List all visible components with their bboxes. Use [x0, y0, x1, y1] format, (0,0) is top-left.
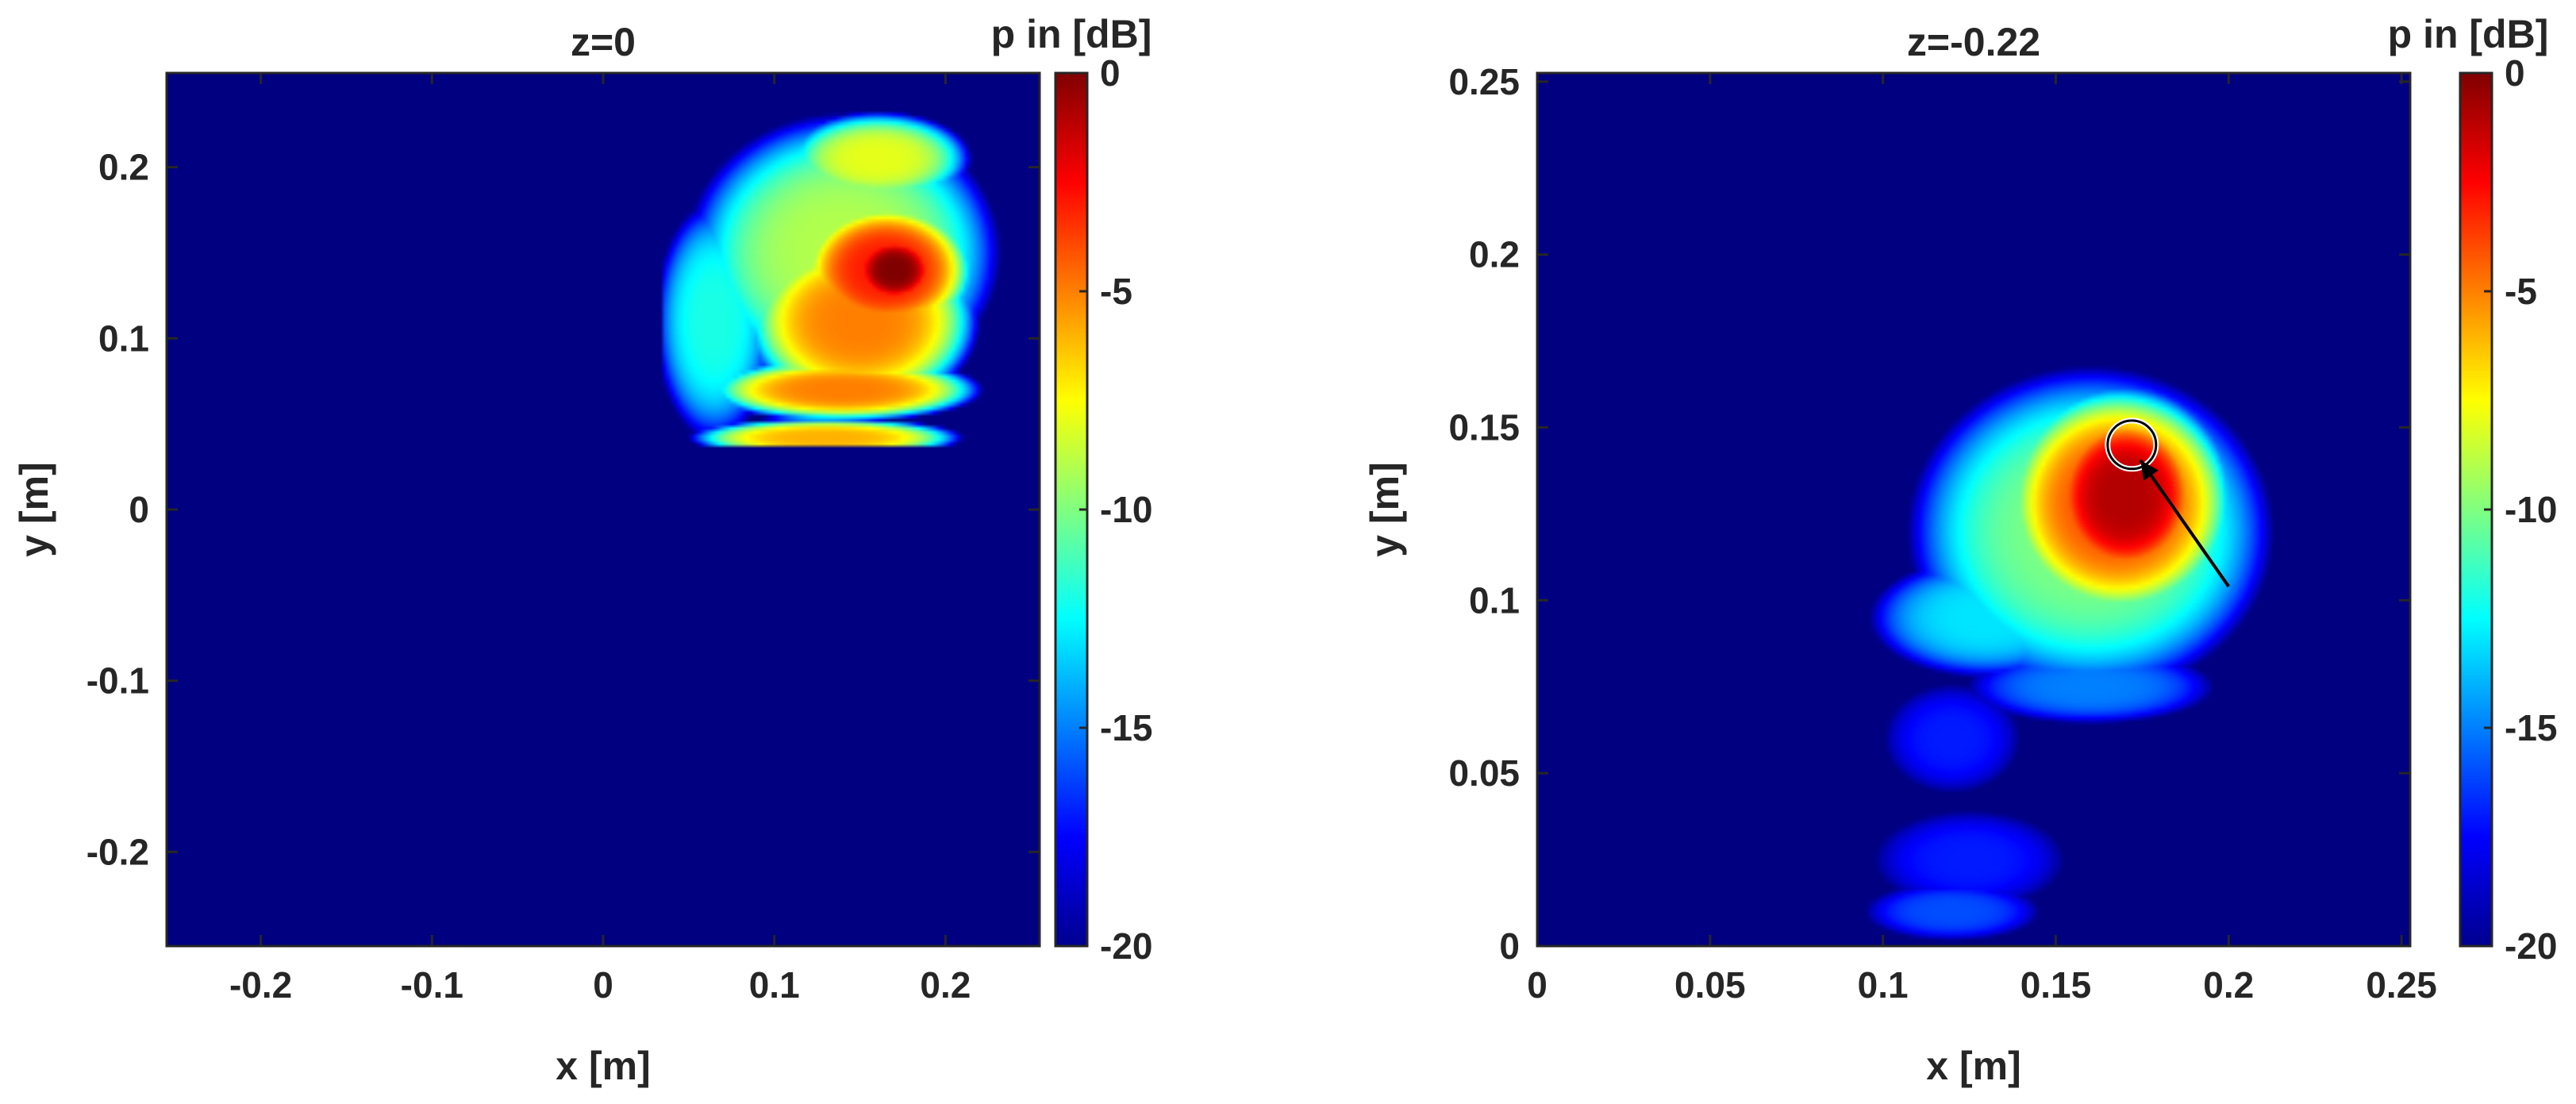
x-tick-label: 0.15 [2020, 964, 2092, 1006]
colorbar-tick-label: -5 [2505, 271, 2537, 312]
y-tick-label: -0.1 [87, 660, 149, 702]
colorbar-ticks: 0 -5 -10 -15 -20 [2484, 52, 2557, 967]
x-tick-label: 0 [593, 964, 613, 1006]
y-axis-ticks: 0 0.05 0.1 0.15 0.2 0.25 [1448, 61, 2410, 967]
y-axis-label: y [m] [1363, 462, 1407, 556]
x-axis-ticks: 0 0.05 0.1 0.15 0.2 0.25 [1527, 73, 2437, 1006]
arrow-shaft [2139, 459, 2230, 588]
chart-right: z=-0.22 0 0.05 0.1 0.15 0.2 0.25 0 0.05 0.1 0.15… [1363, 12, 2557, 1088]
colorbar-tick-label: -10 [2505, 489, 2557, 530]
colorbar: p in [dB] 0 -5 -10 -15 -20 [991, 12, 1153, 967]
arrow-head [2140, 460, 2159, 481]
x-tick-label: 0.2 [2203, 964, 2254, 1006]
colorbar-label: p in [dB] [2388, 12, 2549, 56]
y-tick-label: 0 [129, 489, 149, 530]
x-tick-label: 0.25 [2366, 964, 2437, 1006]
colorbar-tick-label: 0 [2505, 52, 2525, 94]
y-tick-label: 0.1 [1469, 579, 1520, 621]
colorbar-tick-label: -5 [1100, 271, 1132, 312]
y-tick-label: 0.05 [1448, 752, 1520, 794]
y-tick-label: -0.2 [87, 831, 149, 872]
colorbar: p in [dB] 0 -5 -10 -15 -20 [2388, 12, 2558, 967]
chart-title: z=0 [571, 20, 636, 64]
y-tick-label: 0.25 [1448, 61, 1520, 102]
colorbar-tick-label: -20 [1100, 925, 1152, 967]
chart-left: z=0 -0.2 -0.1 0 0.1 0.2 -0.2 -0.1 0 0.1 0.2 x [m… [12, 12, 1152, 1088]
x-tick-label: -0.2 [229, 964, 292, 1006]
x-axis-label: x [m] [556, 1044, 650, 1088]
x-tick-label: 0.1 [749, 964, 800, 1006]
y-tick-label: 0.15 [1448, 407, 1520, 448]
annotations [2105, 417, 2230, 588]
colorbar-tick-label: -15 [2505, 707, 2557, 748]
colorbar-tick-label: -20 [2505, 925, 2557, 967]
y-tick-label: 0.1 [98, 317, 149, 359]
x-tick-label: 0 [1527, 964, 1548, 1006]
plot-area-frame [1536, 71, 2412, 948]
y-tick-label: 0.2 [98, 147, 149, 188]
chart-title: z=-0.22 [1907, 20, 2040, 64]
x-tick-label: 0.2 [920, 964, 971, 1006]
colorbar-tick-label: -10 [1100, 489, 1152, 530]
x-tick-label: -0.1 [401, 964, 463, 1006]
colorbar-tick-label: -15 [1100, 707, 1152, 748]
heatmap-image [1537, 73, 2410, 946]
y-tick-label: 0 [1499, 925, 1520, 967]
y-axis-label: y [m] [12, 462, 56, 556]
x-axis-ticks: -0.2 -0.1 0 0.1 0.2 [229, 73, 971, 1006]
heatmap-image [167, 73, 1040, 946]
y-tick-label: 0.2 [1469, 234, 1520, 275]
x-axis-label: x [m] [1926, 1044, 2020, 1088]
y-axis-ticks: -0.2 -0.1 0 0.1 0.2 [87, 147, 1040, 872]
x-tick-label: 0.1 [1858, 964, 1909, 1006]
colorbar-label: p in [dB] [991, 12, 1152, 56]
colorbar-tick-label: 0 [1100, 52, 1121, 94]
target-circle [2106, 419, 2158, 471]
x-tick-label: 0.05 [1674, 964, 1746, 1006]
colorbar-ticks: 0 -5 -10 -15 -20 [1079, 52, 1152, 967]
